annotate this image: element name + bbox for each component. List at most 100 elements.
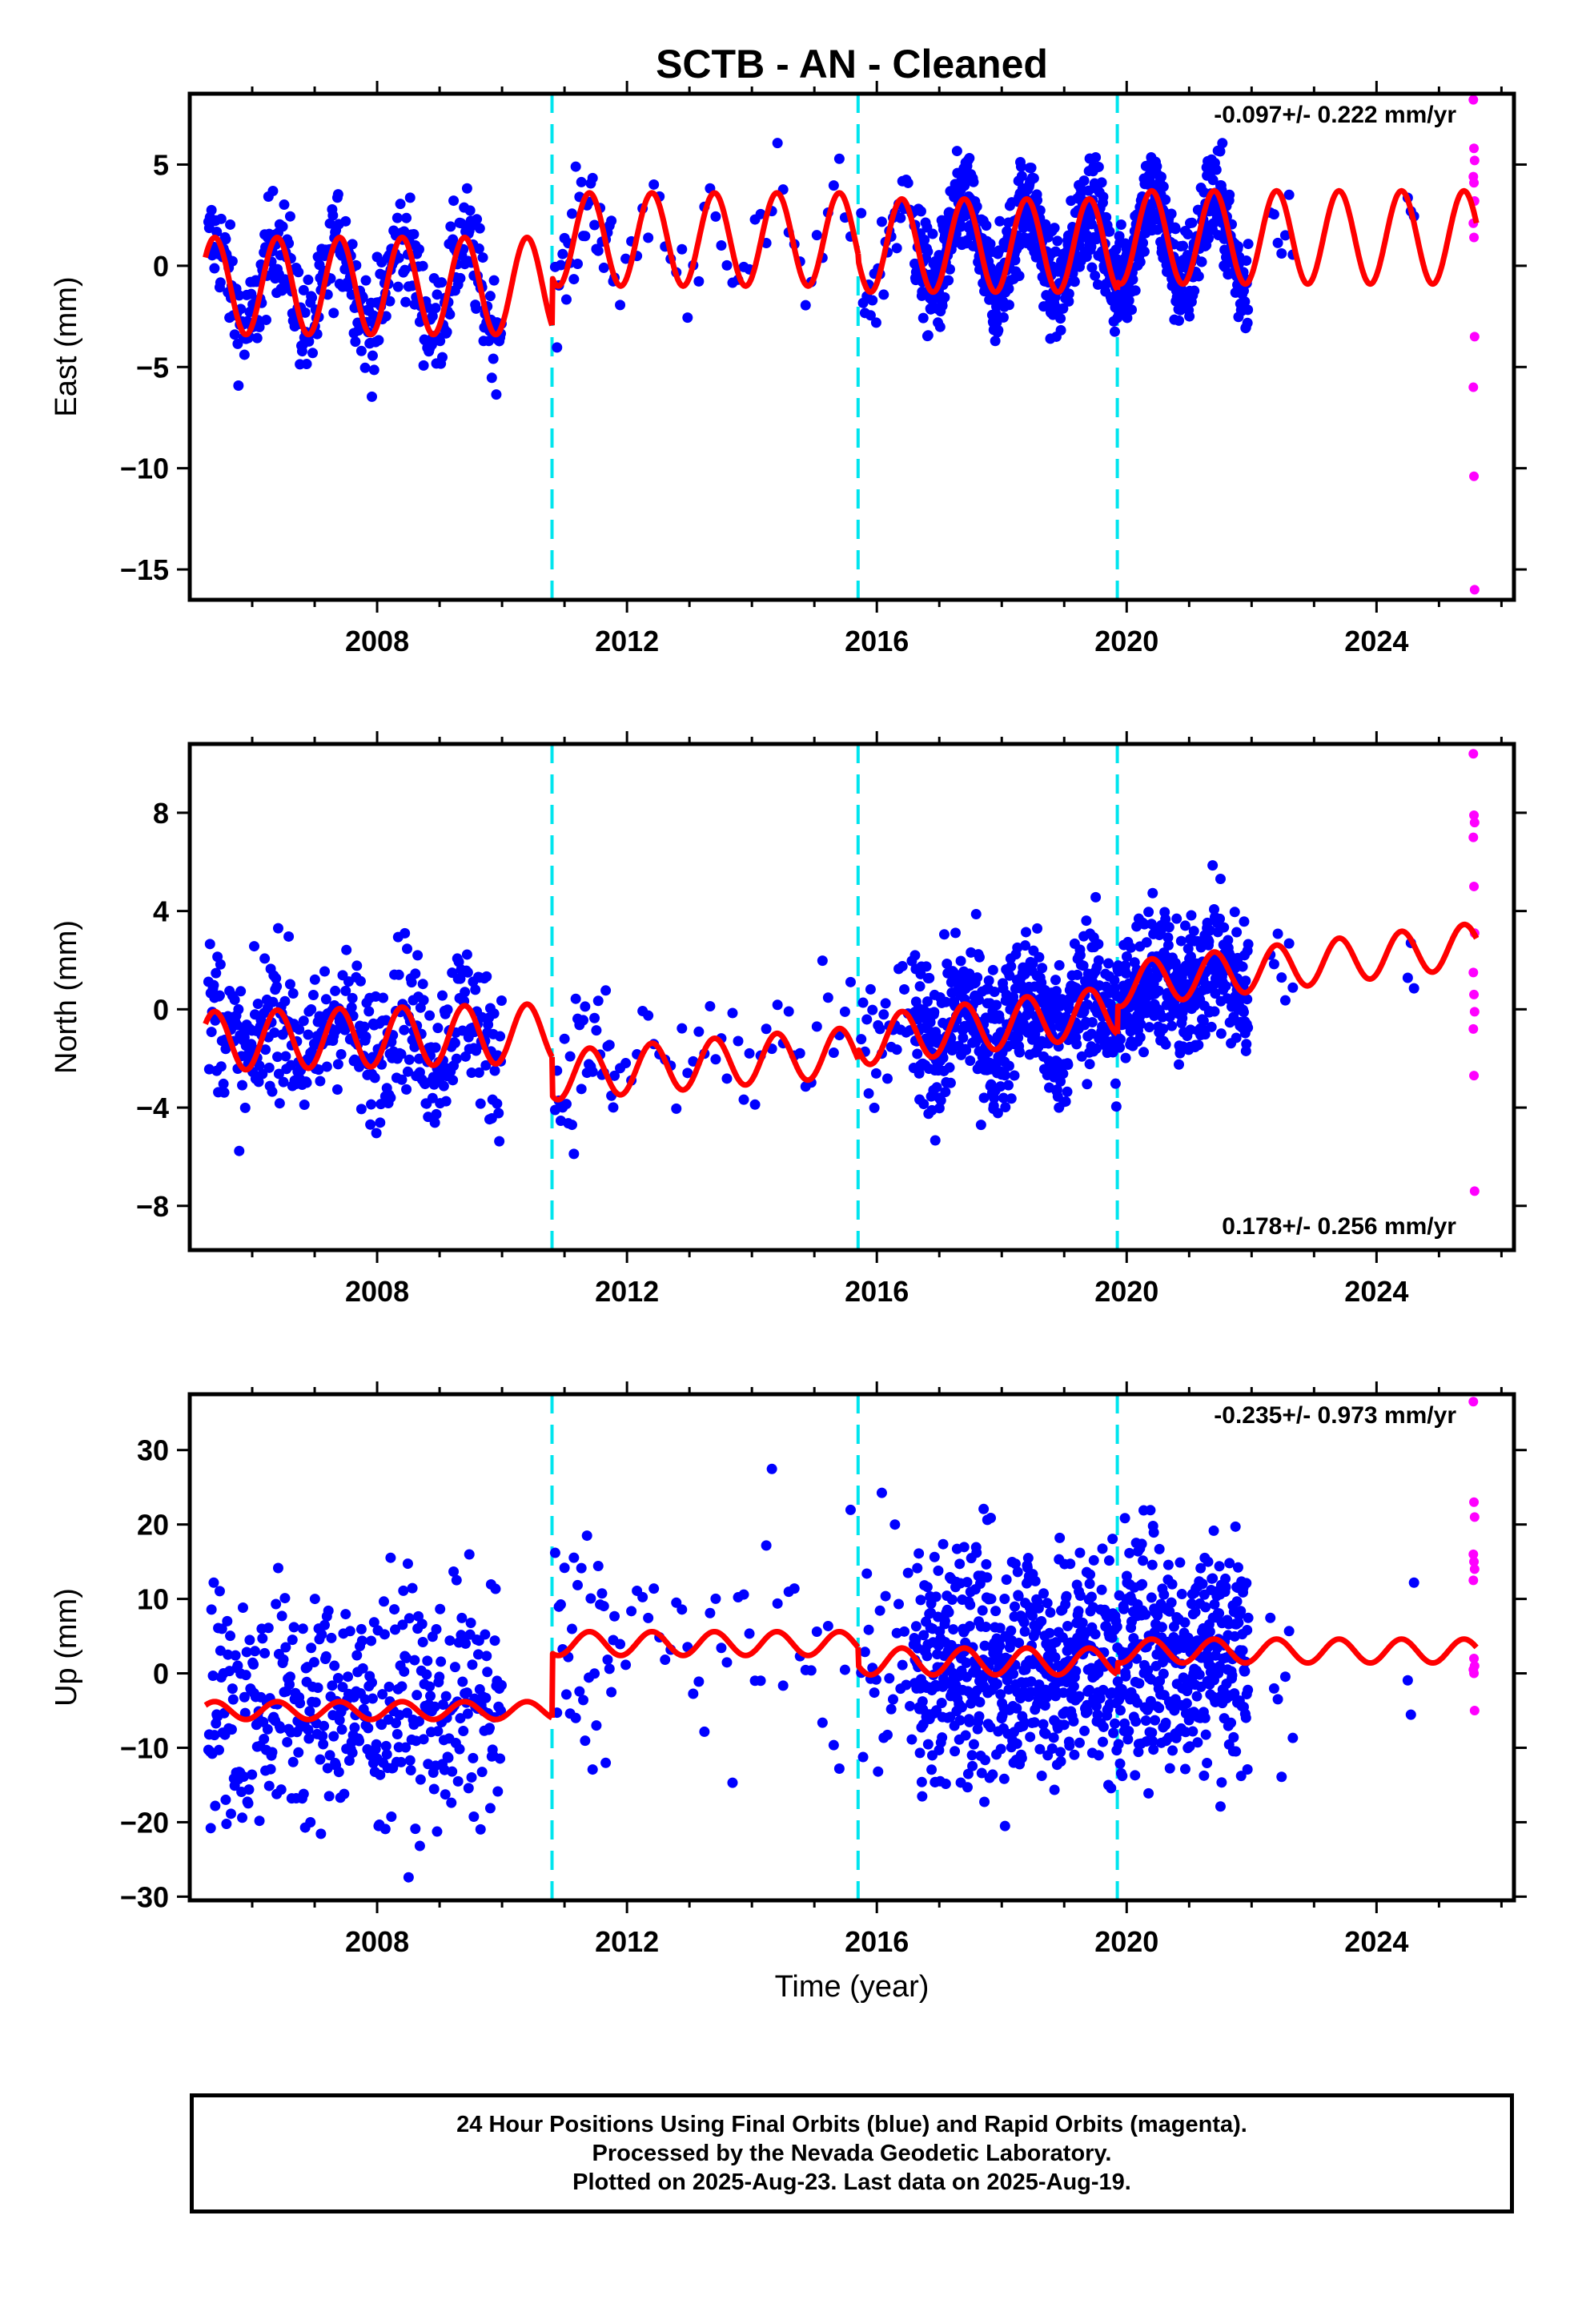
final-point [315,1076,326,1087]
final-point [845,1504,856,1515]
final-point [1078,175,1090,187]
final-point [1079,1725,1090,1736]
rapid-points-up [1468,1397,1480,1715]
final-point [576,1562,587,1574]
final-point [438,1080,449,1092]
final-point [978,1503,990,1514]
final-point [1097,1736,1108,1747]
final-points-north [203,860,1419,1160]
final-point [572,259,583,270]
final-point [922,246,934,257]
final-point [564,1051,576,1062]
final-point [1034,951,1045,963]
final-point [1219,922,1230,933]
final-point [1193,1039,1204,1051]
final-point [282,1736,293,1747]
final-point [1243,1022,1254,1033]
final-point [367,391,378,402]
final-point [987,1769,998,1780]
y-tick-label: 0 [153,250,169,283]
final-point [993,324,1004,336]
final-point [274,1098,285,1109]
final-point [249,1646,260,1657]
final-point [971,201,982,212]
final-point [379,1629,390,1640]
final-point [994,215,1006,227]
final-point [1199,1770,1210,1781]
final-point [1186,910,1197,921]
final-point [1138,237,1149,248]
final-point [1147,887,1158,899]
final-point [983,975,994,987]
final-point [606,215,617,227]
final-point [452,1775,464,1787]
final-point [1175,935,1186,947]
final-point [1162,1559,1174,1570]
final-point [359,362,371,373]
final-point [206,204,217,215]
final-point [430,1042,441,1053]
y-tick-label: −4 [136,1092,169,1124]
final-point [1242,1624,1253,1635]
final-point [1186,217,1198,228]
final-point [421,1669,432,1680]
final-point [1179,1617,1191,1628]
y-axis-label-up: Up (mm) [50,1588,83,1707]
final-point [1283,938,1295,949]
final-point [926,1764,938,1775]
final-point [937,1732,948,1743]
final-point [1240,975,1251,987]
final-point [761,1023,772,1035]
final-point [899,983,910,995]
final-point [958,1032,969,1043]
final-point [1014,271,1025,282]
final-point [570,993,581,1004]
final-point [448,195,460,207]
final-point [971,1547,982,1558]
final-point [366,1635,377,1647]
final-point [399,1666,410,1677]
final-point [921,1651,933,1662]
final-point [206,1027,217,1038]
final-point [461,949,472,960]
final-point [933,1565,944,1576]
final-point [484,1803,496,1814]
final-point [344,1626,355,1637]
final-point [1093,161,1104,172]
final-point [1000,1101,1011,1112]
final-point [946,1594,958,1606]
final-point [1015,161,1026,172]
final-point [1084,1059,1095,1070]
final-point [409,1655,420,1666]
y-tick-label: −8 [136,1190,169,1223]
final-point [559,1033,570,1044]
final-point [440,1096,452,1107]
x-tick-label: 2024 [1344,625,1408,657]
final-point [800,300,811,311]
final-point [355,345,367,356]
final-point [1160,1717,1171,1728]
final-point [822,1620,833,1631]
final-point [401,1084,412,1095]
final-point [1045,1607,1056,1618]
rapid-point [1469,1497,1480,1507]
final-point [278,1076,289,1088]
final-point [301,359,312,370]
final-point [404,1613,415,1624]
final-point [476,1767,488,1778]
rapid-point [1469,471,1480,481]
final-point [265,1763,276,1775]
final-point [744,1628,755,1639]
final-point [1120,1052,1131,1063]
rapid-point [1468,382,1479,392]
x-tick-label: 2008 [345,1275,409,1308]
final-point [560,1689,572,1700]
final-point [307,348,319,359]
final-point [293,1747,304,1758]
final-point [1241,1578,1252,1589]
final-point [488,275,500,286]
final-point [1231,1596,1243,1607]
final-point [1174,304,1186,316]
